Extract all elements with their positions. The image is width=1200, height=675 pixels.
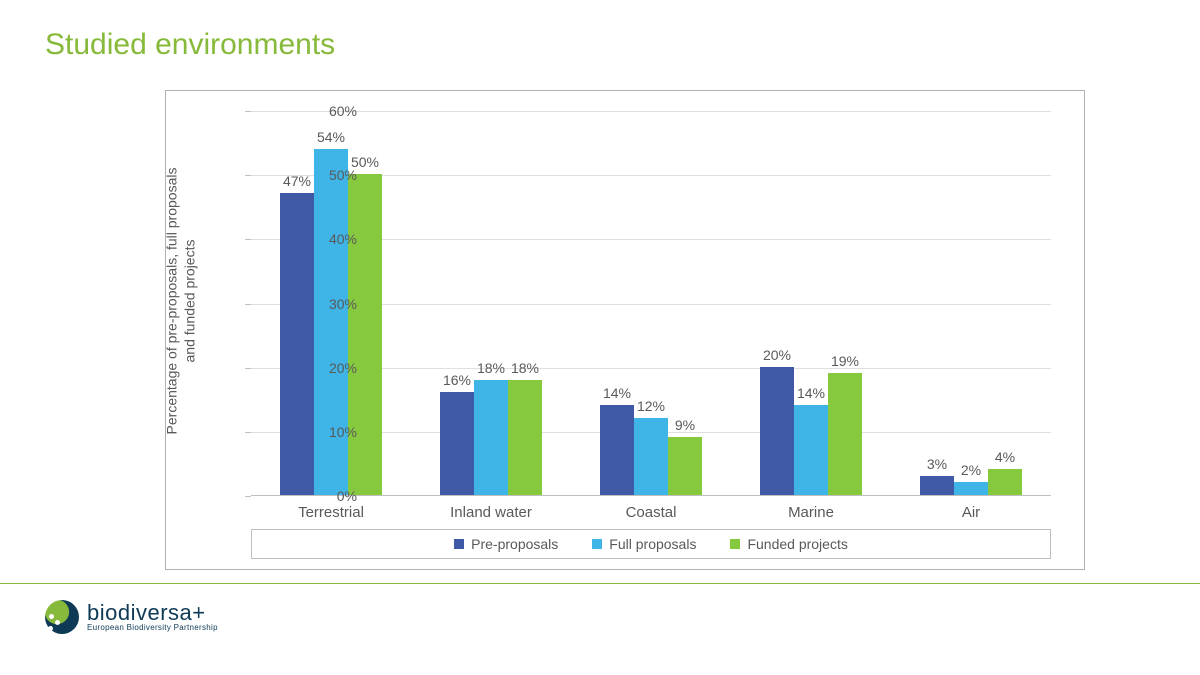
bar: 47%	[280, 193, 314, 495]
legend-label: Pre-proposals	[471, 536, 558, 552]
legend-item: Full proposals	[592, 536, 696, 552]
legend-item: Pre-proposals	[454, 536, 558, 552]
bar-value-label: 20%	[763, 347, 791, 363]
y-axis-label: Percentage of pre-proposals, full propos…	[164, 168, 199, 435]
y-tick-label: 20%	[329, 360, 357, 376]
bar: 14%	[600, 405, 634, 495]
bar: 9%	[668, 437, 702, 495]
bar-group: 3%2%4%	[891, 469, 1051, 495]
chart-container: Percentage of pre-proposals, full propos…	[165, 90, 1085, 570]
x-category-label: Air	[891, 504, 1051, 521]
y-tick-label: 30%	[329, 296, 357, 312]
bar-value-label: 16%	[443, 372, 471, 388]
bar: 19%	[828, 373, 862, 495]
legend-label: Funded projects	[747, 536, 847, 552]
logo-tagline: European Biodiversity Partnership	[87, 624, 218, 632]
logo-icon	[45, 600, 79, 634]
x-category-label: Inland water	[411, 504, 571, 521]
bar: 3%	[920, 476, 954, 495]
x-category-label: Coastal	[571, 504, 731, 521]
bar-value-label: 18%	[511, 360, 539, 376]
bar: 4%	[988, 469, 1022, 495]
x-category-label: Terrestrial	[251, 504, 411, 521]
y-tick-label: 60%	[329, 103, 357, 119]
biodiversa-logo: biodiversa+ European Biodiversity Partne…	[45, 600, 218, 634]
x-category-label: Marine	[731, 504, 891, 521]
bar-value-label: 14%	[797, 385, 825, 401]
bar: 18%	[508, 380, 542, 496]
bar: 16%	[440, 392, 474, 495]
bar: 50%	[348, 174, 382, 495]
bar: 20%	[760, 367, 794, 495]
gridline	[251, 111, 1051, 112]
bar-group: 47%54%50%	[251, 149, 411, 496]
bar-group: 16%18%18%	[411, 380, 571, 496]
bar-value-label: 54%	[317, 129, 345, 145]
plot-area: 47%54%50%16%18%18%14%12%9%20%14%19%3%2%4…	[251, 111, 1051, 496]
y-tick-label: 40%	[329, 231, 357, 247]
legend-label: Full proposals	[609, 536, 696, 552]
bar: 12%	[634, 418, 668, 495]
bar-value-label: 14%	[603, 385, 631, 401]
bar-group: 20%14%19%	[731, 367, 891, 495]
bar-value-label: 19%	[831, 353, 859, 369]
legend-item: Funded projects	[730, 536, 847, 552]
y-tick-label: 10%	[329, 424, 357, 440]
bar-value-label: 12%	[637, 398, 665, 414]
legend-swatch	[730, 539, 740, 549]
bar-value-label: 9%	[675, 417, 695, 433]
legend-swatch	[454, 539, 464, 549]
logo-name: biodiversa+	[87, 602, 218, 624]
bar: 18%	[474, 380, 508, 496]
y-tick-label: 0%	[337, 488, 357, 504]
legend-swatch	[592, 539, 602, 549]
bar-value-label: 47%	[283, 173, 311, 189]
bar-value-label: 2%	[961, 462, 981, 478]
bar-value-label: 4%	[995, 449, 1015, 465]
bar-group: 14%12%9%	[571, 405, 731, 495]
bar-value-label: 18%	[477, 360, 505, 376]
bar: 54%	[314, 149, 348, 496]
y-tick-label: 50%	[329, 167, 357, 183]
footer-divider	[0, 583, 1200, 584]
legend: Pre-proposals Full proposals Funded projec…	[251, 529, 1051, 559]
page-title: Studied environments	[45, 28, 335, 62]
bar: 2%	[954, 482, 988, 495]
bar: 14%	[794, 405, 828, 495]
bar-value-label: 3%	[927, 456, 947, 472]
